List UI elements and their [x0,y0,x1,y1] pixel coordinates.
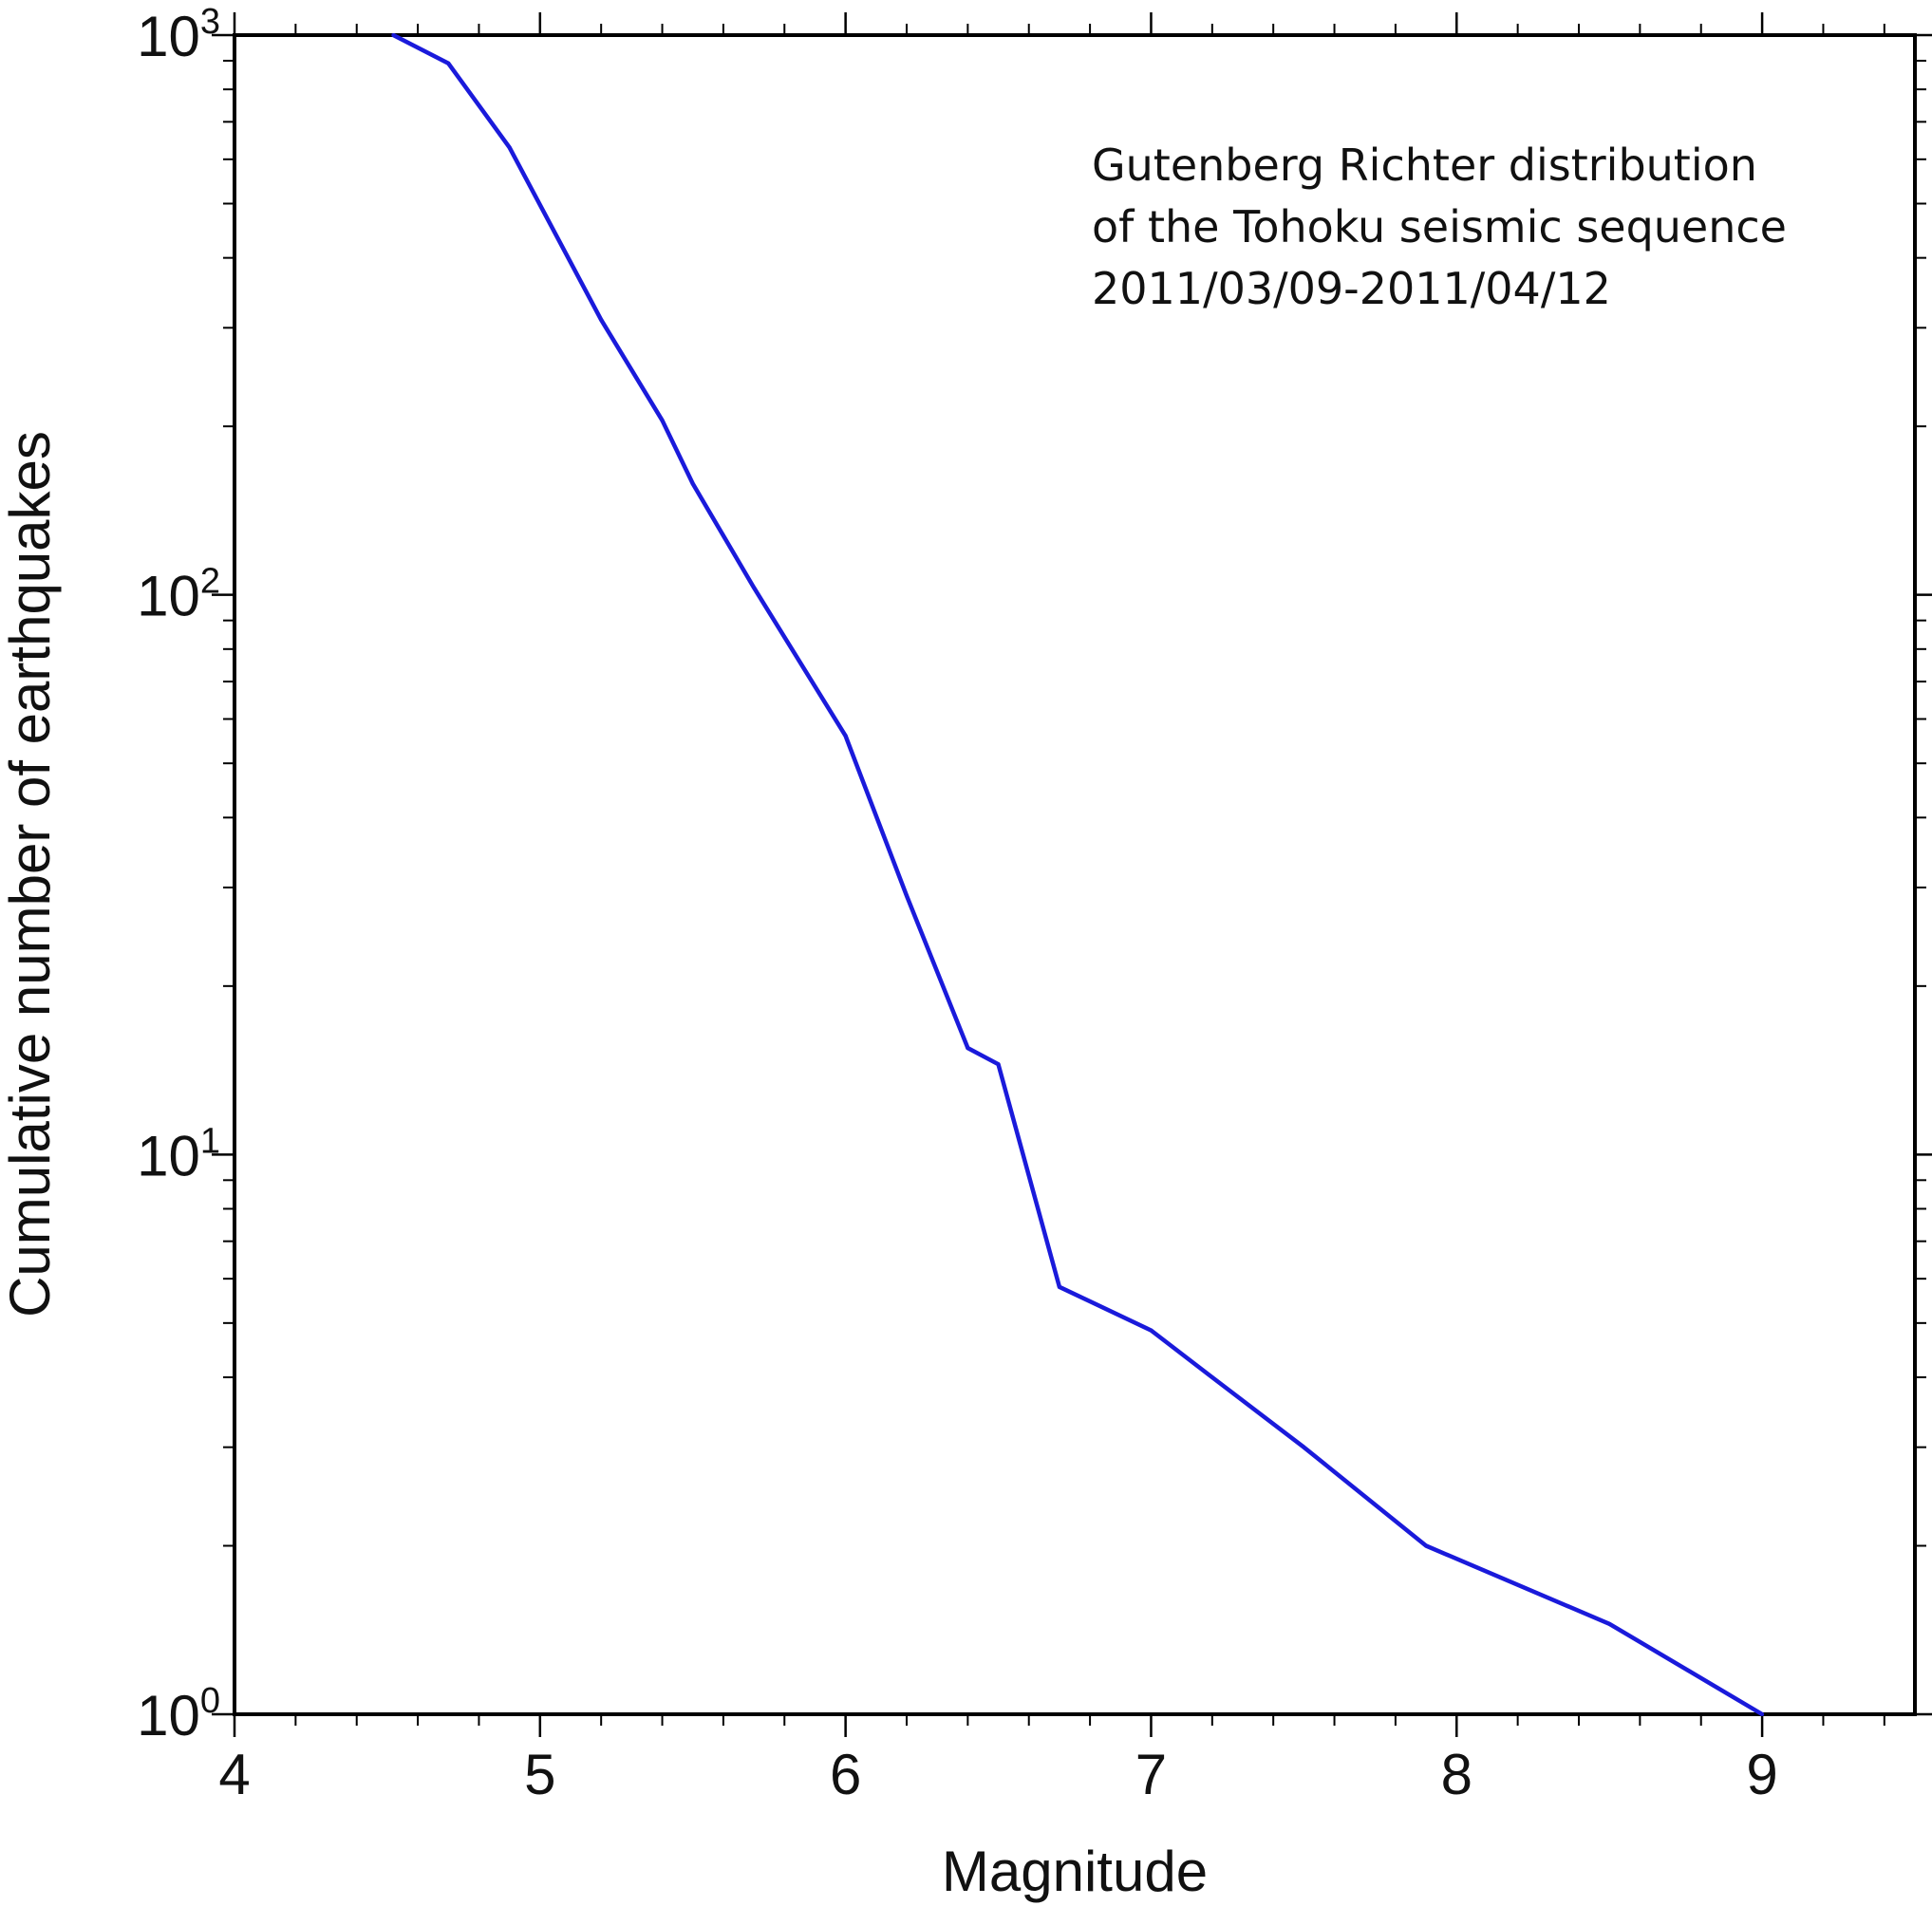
x-axis-title: Magnitude [942,1840,1208,1903]
annotation-line-1: Gutenberg Richter distribution [1092,140,1757,191]
y-tick-labels: 100 101 102 103 [137,2,220,1747]
y-axis-title: Cumulative number of earthquakes [0,431,62,1317]
data-point [599,317,604,322]
data-point [660,418,665,422]
data-point [391,33,396,37]
major-ticks [212,12,1932,1737]
x-tick-label: 7 [1135,1743,1167,1806]
x-tick-label: 6 [830,1743,861,1806]
annotation-line-3: 2011/03/09-2011/04/12 [1092,263,1611,314]
series-line [392,32,1764,1716]
plot-frame [233,33,1917,1716]
x-tick-labels: 4 5 6 7 8 9 [218,1743,1777,1806]
x-tick-label: 8 [1441,1743,1472,1806]
y-tick-label: 101 [137,1121,220,1187]
data-point [996,1062,1001,1067]
x-tick-label: 5 [524,1743,555,1806]
annotation-line-2: of the Tohoku seismic sequence [1092,201,1787,252]
y-tick-label: 100 [137,1681,220,1747]
data-point [1302,1445,1306,1449]
data-point [1149,1328,1154,1333]
y-tick-label: 103 [137,2,220,68]
chart-annotation: Gutenberg Richter distribution of the To… [1092,140,1787,314]
data-point [1424,1543,1429,1548]
data-point [1607,1621,1612,1626]
data-point [690,481,695,486]
x-tick-label: 9 [1746,1743,1777,1806]
data-point [446,61,451,65]
data-point [843,734,848,738]
series-layer [391,32,1765,1716]
data-point [507,145,512,150]
data-point [966,1046,970,1051]
data-point [1760,1712,1765,1716]
x-tick-label: 4 [218,1743,250,1806]
y-tick-label: 102 [137,562,220,628]
minor-ticks [223,24,1926,1726]
data-point [1210,1374,1214,1379]
data-point [752,586,757,590]
data-point [905,893,909,898]
data-point [1057,1284,1061,1289]
